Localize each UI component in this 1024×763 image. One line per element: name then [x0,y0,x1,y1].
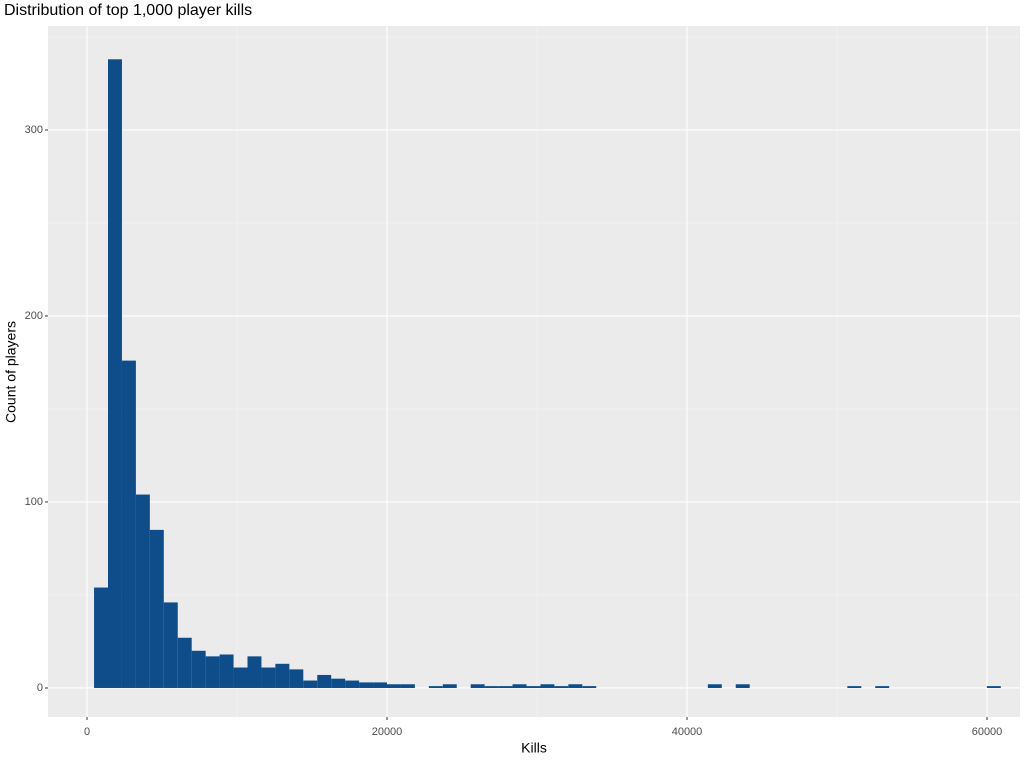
x-tick-label: 0 [84,726,90,738]
y-tick-label: 200 [25,310,43,322]
x-tick-label: 60000 [972,726,1003,738]
bar [707,684,722,688]
bar [317,674,332,688]
bar [261,667,276,688]
y-tick-label: 100 [25,496,43,508]
y-axis-title: Count of players [3,321,19,423]
bar [484,686,499,688]
bar [233,667,248,688]
bar [359,682,374,688]
bar [442,684,457,688]
bar [247,656,262,688]
x-tick-label: 40000 [672,726,703,738]
bar [149,529,164,688]
bar [108,59,122,688]
bar [400,684,415,688]
bar [345,680,360,688]
bar [275,663,290,688]
bar [303,680,318,688]
bar [526,686,541,688]
panel [48,26,1020,717]
y-tick-label: 0 [37,682,43,694]
bar [986,686,1001,688]
bar [191,650,206,688]
bar [540,684,555,688]
bar [568,684,583,688]
bar [735,684,750,688]
bar [847,686,862,688]
bar [205,656,220,688]
bar [554,686,569,688]
bar [331,678,346,688]
y-tick-label: 300 [25,124,43,136]
bar [498,686,513,688]
bar [582,686,597,688]
bar [121,360,136,688]
bar [512,684,527,688]
bar [428,686,443,688]
bar [470,684,485,688]
x-axis-title: Kills [521,740,547,756]
bar [135,494,150,688]
bar [387,684,401,688]
x-tick-label: 20000 [372,726,403,738]
bar [875,686,890,688]
bar [163,602,178,688]
bar [373,682,387,688]
chart-title: Distribution of top 1,000 player kills [4,2,252,19]
bar [94,587,108,688]
bar [289,669,304,688]
bar [219,654,234,688]
bar [177,637,192,688]
